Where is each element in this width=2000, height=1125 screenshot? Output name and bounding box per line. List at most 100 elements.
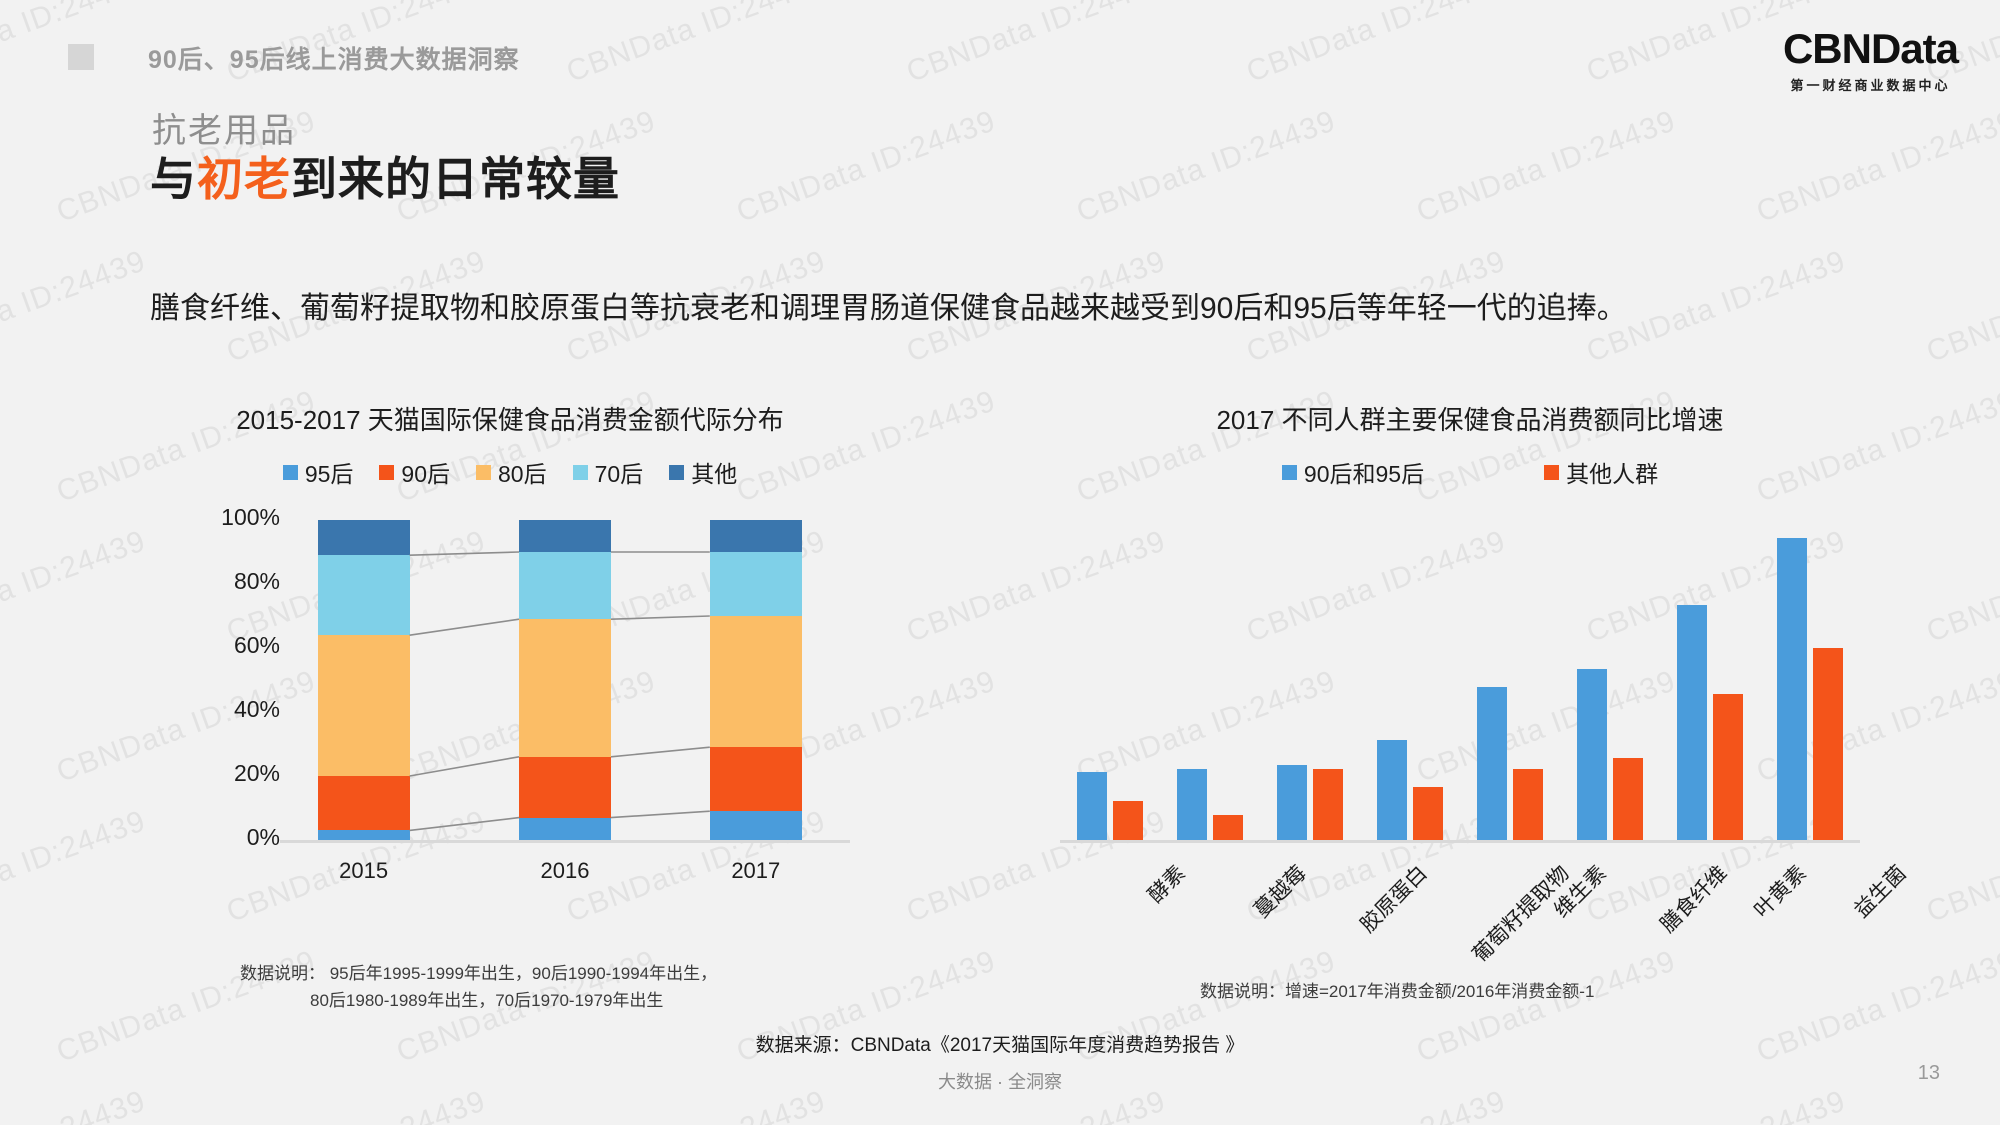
legend-label: 80后 xyxy=(498,461,547,487)
legend-label: 90后和95后 xyxy=(1303,461,1425,487)
watermark-text: CBNData ID:24439 xyxy=(0,524,151,649)
left-y-tick: 60% xyxy=(233,632,280,658)
watermark-text: CBNData ID:24439 xyxy=(1922,804,2000,929)
right-bar xyxy=(1677,605,1707,840)
page-number: 13 xyxy=(1917,1062,1940,1084)
watermark-text: CBNData ID:24439 xyxy=(0,804,151,929)
left-bar-segment xyxy=(519,552,611,620)
lead-paragraph: 膳食纤维、葡萄籽提取物和胶原蛋白等抗衰老和调理胃肠道保健食品越来越受到90后和9… xyxy=(150,292,1627,325)
page-title-highlight: 初老 xyxy=(197,153,291,205)
right-bar xyxy=(1277,765,1307,840)
right-x-label: 膳食纤维 xyxy=(1656,861,1732,938)
legend-item-0: 95后 xyxy=(282,455,354,489)
watermark-text: CBNData ID:24439 xyxy=(1922,524,2000,649)
left-x-label: 2017 xyxy=(731,858,781,883)
watermark-text: CBNData ID:24439 xyxy=(1582,524,1851,649)
right-bar xyxy=(1777,537,1807,840)
legend-swatch-icon xyxy=(379,464,395,480)
legend-item-1: 90后 xyxy=(379,455,450,489)
left-bar-segment xyxy=(519,520,611,552)
right-bar xyxy=(1077,772,1107,840)
legend-swatch-icon xyxy=(1281,464,1297,480)
page-title-suffix: 到来的日常较量 xyxy=(291,153,620,205)
cbndata-logo: CBNData 第一财经商业数据中心 xyxy=(1782,25,1959,94)
left-bar-segment xyxy=(317,520,410,556)
legend-swatch-icon xyxy=(282,464,298,480)
watermark-text: CBNData ID:24439 xyxy=(1072,104,1341,229)
left-chart-title: 2015-2017 天猫国际保健食品消费金额代际分布 xyxy=(236,405,784,435)
left-bar-segment xyxy=(317,830,410,840)
legend-swatch-icon xyxy=(476,464,491,480)
left-x-label: 2016 xyxy=(540,858,590,883)
right-bar xyxy=(1113,800,1143,840)
left-y-tick: 100% xyxy=(221,504,280,530)
legend-item-4: 其他 xyxy=(669,455,737,489)
legend-swatch-icon xyxy=(1544,464,1560,480)
left-bar-segment xyxy=(709,616,802,748)
right-x-label: 益生菌 xyxy=(1849,861,1911,923)
right-bar xyxy=(1813,648,1843,840)
left-bar-segment xyxy=(709,552,802,616)
right-x-label: 叶黄素 xyxy=(1749,861,1811,923)
header-square-icon xyxy=(68,44,94,70)
left-bar-segment xyxy=(519,817,611,840)
left-x-label: 2015 xyxy=(339,858,389,883)
watermark-text: CBNData ID:24439 xyxy=(1412,104,1681,229)
legend-label: 90后 xyxy=(401,461,450,487)
legend-label: 其他人群 xyxy=(1566,461,1659,487)
right-x-label: 蔓越莓 xyxy=(1249,861,1311,923)
left-note-line1: 数据说明： 95后年1995-1999年出生，90后1990-1994年出生， xyxy=(240,964,718,983)
section-kicker: 抗老用品 xyxy=(152,112,296,150)
left-y-tick: 20% xyxy=(233,760,280,786)
legend-item-0: 90后和95后 xyxy=(1281,455,1425,489)
right-bar xyxy=(1513,768,1543,840)
page-title: 与初老到来的日常较量 xyxy=(150,143,620,209)
legend-swatch-icon xyxy=(669,464,685,480)
left-bar-segment xyxy=(317,635,410,776)
right-bar xyxy=(1477,687,1507,840)
breadcrumb: 90后、95后线上消费大数据洞察 xyxy=(148,46,520,74)
left-axis-baseline xyxy=(280,840,850,843)
page-title-prefix: 与 xyxy=(150,153,197,205)
left-bar-segment xyxy=(519,756,611,818)
left-bar-segment xyxy=(317,776,410,831)
watermark-text: CBNData ID:24439 xyxy=(0,244,151,369)
watermark-text: CBNData ID:24439 xyxy=(1922,244,2000,369)
right-chart-note: 数据说明：增速=2017年消费金额/2016年消费金额-1 xyxy=(1200,982,1595,1001)
watermark-text: CBNData ID:24439 xyxy=(902,524,1171,649)
right-axis-baseline xyxy=(1060,840,1860,843)
legend-item-3: 70后 xyxy=(572,455,644,489)
watermark-text: CBNData ID:24439 xyxy=(1242,524,1511,649)
right-bar xyxy=(1177,768,1207,840)
watermark-text: CBNData ID:24439 xyxy=(732,104,1001,229)
left-y-tick: 0% xyxy=(246,824,280,850)
right-bar xyxy=(1313,768,1343,840)
right-bar xyxy=(1713,694,1743,840)
right-chart-legend: 90后和95后 其他人群 xyxy=(1090,455,1850,489)
right-bar xyxy=(1213,815,1243,840)
right-x-label: 酵素 xyxy=(1143,861,1190,908)
right-x-label: 胶原蛋白 xyxy=(1356,861,1432,938)
left-chart-note: 数据说明： 95后年1995-1999年出生，90后1990-1994年出生， … xyxy=(240,960,940,1014)
left-y-tick: 80% xyxy=(233,568,280,594)
legend-item-1: 其他人群 xyxy=(1544,455,1658,489)
footer-tagline: 大数据 · 全洞察 xyxy=(938,1072,1062,1092)
right-bar xyxy=(1577,669,1607,840)
logo-subtitle: 第一财经商业数据中心 xyxy=(1790,78,1951,93)
legend-label: 95后 xyxy=(304,461,354,487)
logo-wordmark: CBNData xyxy=(1782,25,1959,72)
left-chart-legend: 95后 90后 80后 70后 其他 xyxy=(160,455,860,489)
left-bar-segment xyxy=(709,520,802,552)
right-bar xyxy=(1377,740,1407,840)
left-bar-segment xyxy=(519,619,611,757)
left-y-tick: 40% xyxy=(233,696,280,722)
right-chart-title: 2017 不同人群主要保健食品消费额同比增速 xyxy=(1216,405,1724,435)
legend-label: 70后 xyxy=(594,461,644,487)
left-bar-segment xyxy=(317,555,410,636)
right-bar xyxy=(1613,758,1643,840)
left-bar-segment xyxy=(709,811,802,840)
legend-swatch-icon xyxy=(572,464,588,480)
left-note-line2: 80后1980-1989年出生，70后1970-1979年出生 xyxy=(310,991,664,1011)
right-bar xyxy=(1413,786,1443,840)
